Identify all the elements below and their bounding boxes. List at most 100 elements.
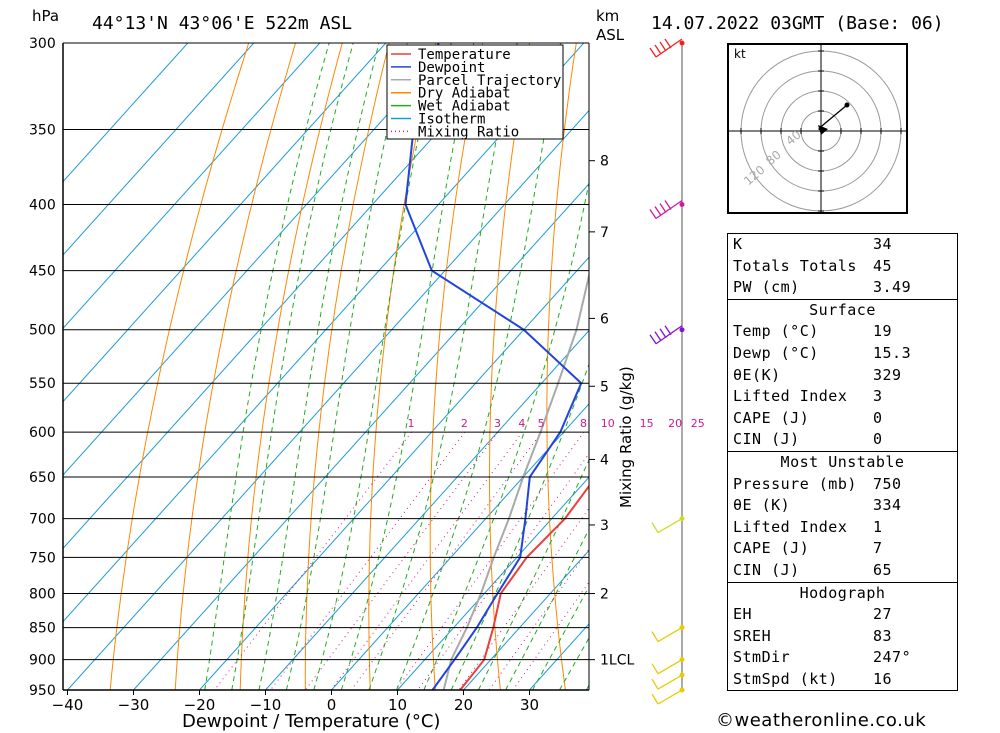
isotherm-line [265,329,589,690]
mixing-ratio-line [417,452,589,690]
mu-thetae-value: 334 [873,496,902,515]
mixing-ratio-line [304,431,499,690]
wind-barb-flag [664,325,672,336]
pw-row: PW (cm) 3.49 [728,277,957,299]
surface-li-row: Lifted Index 3 [728,386,957,408]
wet-adiabat-line [505,528,589,690]
surface-dewp-row: Dewp (°C) 15.3 [728,343,957,365]
isotherm-line [199,256,589,690]
pressure-tick-label: 550 [29,376,56,392]
km-tick-label: 2 [600,587,609,603]
tt-label: Totals Totals [733,256,857,275]
wind-barb-flag [654,44,662,55]
isotherm-line [397,476,589,690]
isotherm-line [63,43,189,183]
wind-barb-shaft [657,627,683,643]
pressure-tick-label: 650 [29,470,56,486]
pressure-tick-label: 950 [29,683,56,699]
legend-entry: Wet Adiabat [418,99,511,115]
pressure-tick-label: 600 [29,425,56,441]
temp-tick-label: 30 [520,696,539,714]
isotherm-line [63,43,387,403]
wind-barb-flag [651,693,659,705]
dry-adiabat-line [174,43,296,690]
surface-temp-value: 19 [873,322,893,341]
background-lines [63,43,1000,690]
dry-adiabat-line [109,43,250,690]
wet-adiabat-line [285,43,408,690]
wet-adiabat-line [258,43,380,690]
dry-adiabat-line [951,43,1000,690]
mu-pressure-label: Pressure (mb) [733,474,857,493]
asl-label: ASL [596,26,625,44]
eh-row: EH 27 [728,604,957,626]
pressure-unit-label: hPa [32,7,59,25]
wet-adiabat-line [231,43,354,690]
isotherm-line [331,403,589,690]
wind-barb-dot [679,40,685,46]
wind-barb-flag [659,328,667,339]
tt-value: 45 [873,256,893,275]
legend-entry: Dry Adiabat [418,86,511,102]
wind-barb [649,325,683,345]
pressure-tick-label: 450 [29,264,56,280]
wind-barb-flag [654,331,662,342]
mu-cape-row: CAPE (J) 7 [728,538,957,560]
wind-barb-flag [654,206,662,216]
mu-cin-label: CIN (J) [733,560,800,579]
surface-thetae-row: θE(K) 329 [728,365,957,387]
dry-adiabat-line [239,43,343,690]
km-tick-label: 1LCL [600,653,634,669]
dry-adiabat-line [656,43,695,690]
legend-entry: Isotherm [418,112,485,128]
credit-link[interactable]: ©weatheronline.co.uk [716,710,927,731]
mu-li-row: Lifted Index 1 [728,517,957,539]
dewpoint-line [404,43,583,690]
legend-entry: Mixing Ratio [418,124,519,140]
wind-barb-shaft [657,674,683,690]
mixing-ratio-label: 2 [461,417,468,430]
dry-adiabat-line [429,43,484,690]
mu-cape-label: CAPE (J) [733,539,810,558]
pressure-tick-label: 850 [29,621,56,637]
isotherm-line [63,43,255,256]
km-label: km [596,7,619,25]
k-index-row: K 34 [728,234,957,256]
mu-cin-value: 65 [873,560,893,579]
dry-adiabat-line [546,43,577,690]
sreh-label: SREH [733,626,772,645]
surface-cin-label: CIN (J) [733,430,800,449]
wind-barb-flag [664,200,672,210]
surface-li-value: 3 [873,387,883,406]
surface-title: Surface [809,300,876,319]
mixing-ratio-label: 15 [640,417,654,430]
surface-thetae-label: θE(K) [733,365,781,384]
wind-barb-flag [651,678,659,690]
isotherm-line [63,43,453,476]
wind-barb-shaft [657,689,683,705]
k-value: 34 [873,235,893,253]
wind-barb [651,659,683,675]
wind-barb-flag [649,334,657,345]
datetime-title: 14.07.2022 03GMT (Base: 06) [651,13,944,34]
surface-cin-row: CIN (J) 0 [728,429,957,451]
mixing-ratio-line [512,581,589,690]
km-tick-label: 5 [600,379,609,395]
pw-label: PW (cm) [733,278,800,297]
wind-barb [651,518,683,534]
k-label: K [733,235,743,253]
stmdir-label: StmDir [733,648,791,667]
mu-pressure-row: Pressure (mb) 750 [728,474,957,496]
stmdir-row: StmDir 247° [728,647,957,669]
surface-temp-label: Temp (°C) [733,322,819,341]
mixing-ratio-label: 10 [601,417,615,430]
wind-barb-shaft [655,199,683,220]
wind-barb-dot [679,327,685,333]
hodograph-ring-label: 80 [763,148,784,169]
surface-dewp-value: 15.3 [873,343,912,362]
wind-barb [651,689,683,705]
wind-barb-flag [649,47,657,58]
parcel-trajectory-line [442,271,589,690]
mixing-ratio-labels: 1 2 3 4 5 8 10 15 20 25 [407,417,704,430]
pressure-tick-label: 700 [29,512,56,528]
